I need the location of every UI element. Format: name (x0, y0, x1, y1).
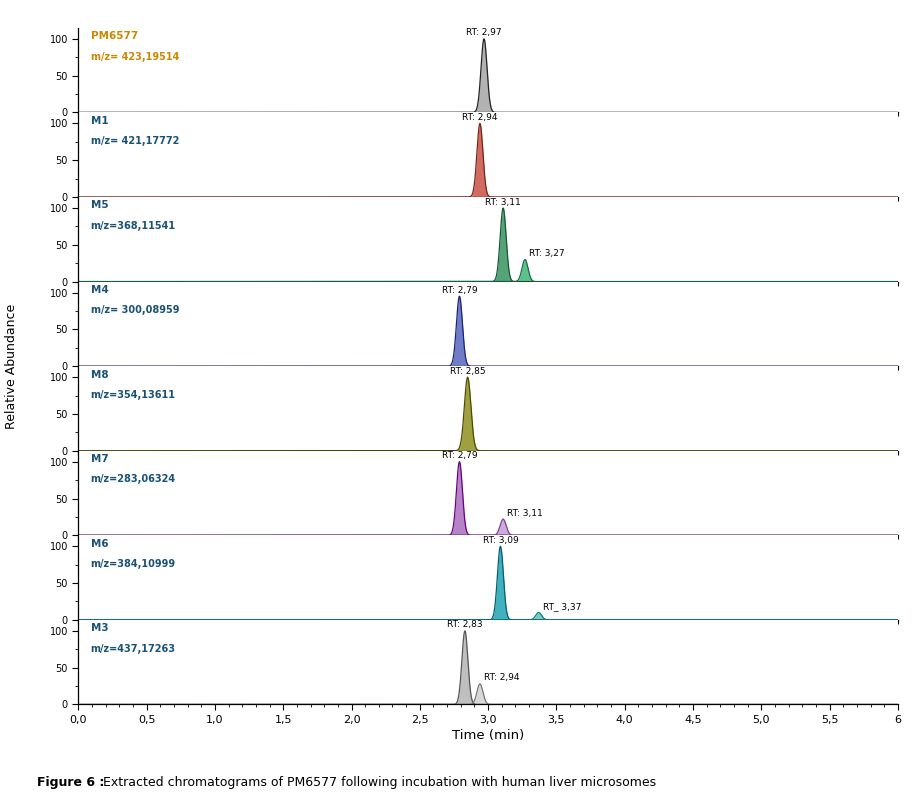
Text: Extracted chromatograms of PM6577 following incubation with human liver microsom: Extracted chromatograms of PM6577 follow… (99, 776, 657, 789)
Text: M8: M8 (90, 369, 108, 380)
X-axis label: Time (min): Time (min) (452, 729, 524, 742)
Text: RT: 2,79: RT: 2,79 (442, 451, 477, 460)
Text: RT: 3,27: RT: 3,27 (529, 249, 565, 258)
Text: RT: 3,09: RT: 3,09 (483, 536, 519, 545)
Text: RT: 2,94: RT: 2,94 (484, 673, 519, 682)
Text: m/z=283,06324: m/z=283,06324 (90, 474, 176, 485)
Text: M4: M4 (90, 285, 109, 295)
Text: RT: 2,94: RT: 2,94 (462, 113, 497, 122)
Text: RT: 2,85: RT: 2,85 (449, 367, 485, 376)
Text: PM6577: PM6577 (90, 31, 138, 41)
Text: RT: 2,79: RT: 2,79 (442, 286, 477, 295)
Text: m/z= 421,17772: m/z= 421,17772 (90, 136, 179, 146)
Text: RT_ 3,37: RT_ 3,37 (542, 602, 581, 611)
Text: M5: M5 (90, 201, 108, 210)
Text: RT: 2,97: RT: 2,97 (466, 29, 502, 37)
Text: Figure 6 :: Figure 6 : (37, 776, 104, 789)
Text: M3: M3 (90, 623, 108, 634)
Text: m/z=384,10999: m/z=384,10999 (90, 559, 176, 569)
Text: RT: 3,11: RT: 3,11 (507, 509, 543, 517)
Text: M7: M7 (90, 454, 109, 464)
Text: m/z= 423,19514: m/z= 423,19514 (90, 52, 179, 61)
Text: RT: 2,83: RT: 2,83 (447, 620, 483, 630)
Text: M1: M1 (90, 115, 108, 126)
Text: m/z=437,17263: m/z=437,17263 (90, 643, 176, 654)
Text: m/z=354,13611: m/z=354,13611 (90, 390, 176, 400)
Text: RT: 3,11: RT: 3,11 (485, 197, 521, 207)
Text: m/z=368,11541: m/z=368,11541 (90, 220, 176, 231)
Text: M6: M6 (90, 539, 108, 548)
Text: m/z= 300,08959: m/z= 300,08959 (90, 306, 179, 315)
Text: Relative Abundance: Relative Abundance (6, 303, 18, 429)
